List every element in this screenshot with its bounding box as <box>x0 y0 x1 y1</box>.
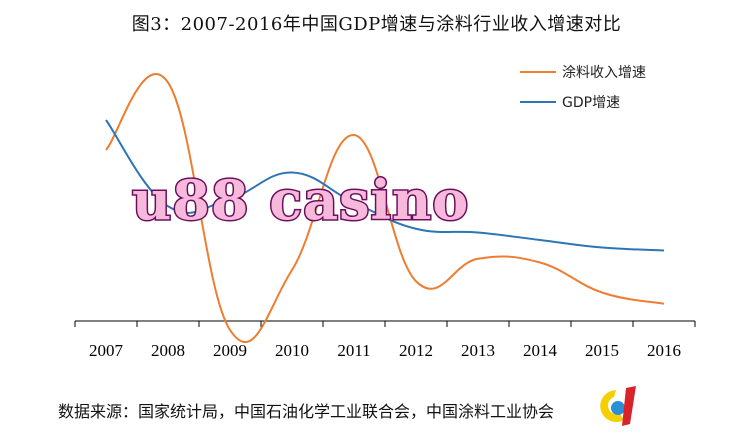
x-tick-label: 2016 <box>647 341 681 360</box>
logo-c-shape <box>600 390 624 422</box>
x-tick-label: 2009 <box>213 341 247 360</box>
x-tick-label: 2007 <box>89 341 124 360</box>
series-line-industry-revenue <box>105 73 665 344</box>
x-axis: 2007 2008 2009 2010 2011 2012 2013 2014 2015 2016 <box>74 320 696 360</box>
x-tick-label: 2015 <box>585 341 619 360</box>
x-tick-label: 2014 <box>523 341 558 360</box>
x-tick-label: 2013 <box>461 341 495 360</box>
watermark-text: u88 casino <box>130 167 470 234</box>
x-tick-label: 2008 <box>151 341 185 360</box>
series-layer <box>105 73 665 344</box>
legend-label: GDP增速 <box>562 95 620 111</box>
legend: 涂料收入增速 GDP增速 <box>520 65 646 111</box>
logo-dot <box>611 401 625 415</box>
legend-label: 涂料收入增速 <box>562 65 646 81</box>
logo-wedge <box>622 386 636 426</box>
coatings-logo-icon <box>600 386 636 426</box>
chart-title: 图3：2007-2016年中国GDP增速与涂料行业收入增速对比 <box>131 14 622 35</box>
x-tick-label: 2012 <box>399 341 433 360</box>
source-note: 数据来源：国家统计局，中国石油化学工业联合会，中国涂料工业协会 <box>58 402 555 421</box>
series-line-gdp <box>105 119 665 252</box>
x-tick-label: 2011 <box>337 341 370 360</box>
x-tick-label: 2010 <box>275 341 309 360</box>
